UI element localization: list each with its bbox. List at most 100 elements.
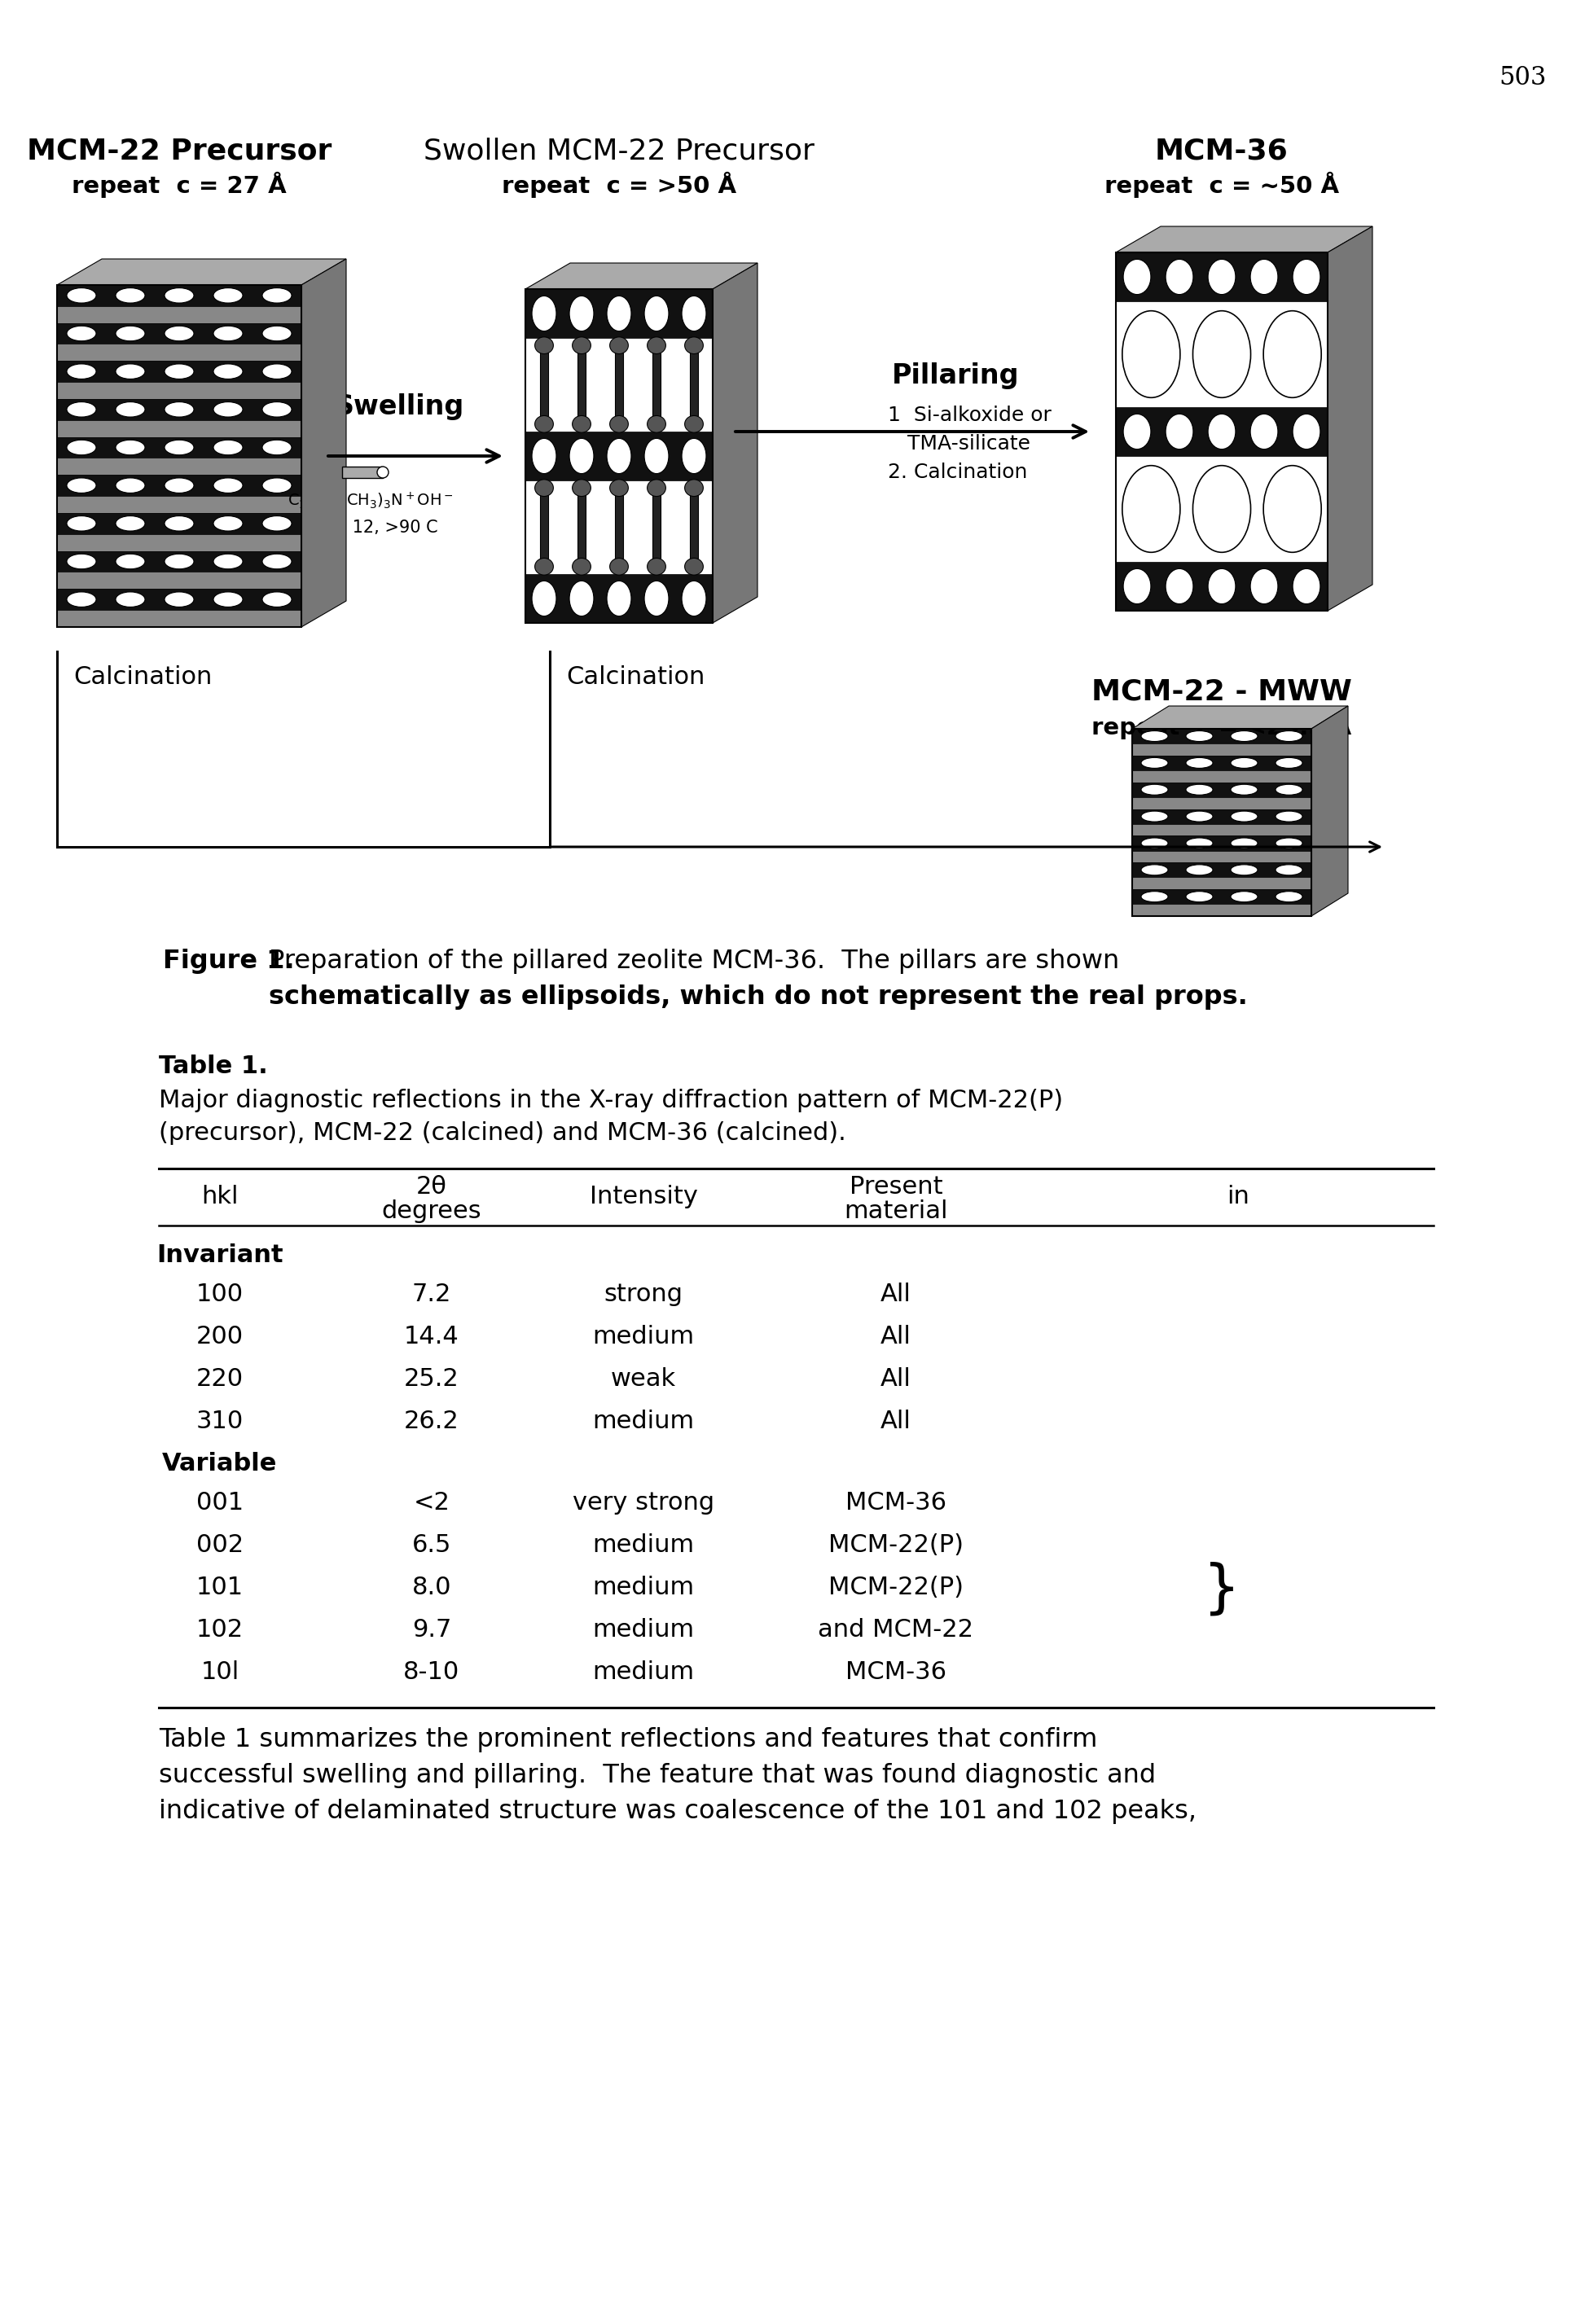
Ellipse shape bbox=[609, 479, 628, 497]
Polygon shape bbox=[1310, 706, 1347, 916]
Ellipse shape bbox=[1141, 758, 1167, 769]
Bar bbox=[57, 381, 301, 400]
Text: All: All bbox=[880, 1408, 910, 1434]
Ellipse shape bbox=[261, 593, 292, 607]
Bar bbox=[1132, 862, 1310, 876]
Text: Preparation of the pillared zeolite MCM-36.  The pillars are shown: Preparation of the pillared zeolite MCM-… bbox=[269, 948, 1119, 974]
Text: medium: medium bbox=[593, 1659, 693, 1683]
Bar bbox=[524, 432, 713, 481]
Ellipse shape bbox=[1186, 892, 1211, 902]
Ellipse shape bbox=[534, 416, 553, 432]
Ellipse shape bbox=[682, 295, 706, 330]
Ellipse shape bbox=[532, 295, 556, 330]
Ellipse shape bbox=[1122, 260, 1151, 295]
Text: strong: strong bbox=[604, 1283, 682, 1306]
Polygon shape bbox=[57, 258, 346, 286]
Text: Pillaring: Pillaring bbox=[891, 363, 1019, 390]
Bar bbox=[1116, 407, 1326, 456]
Bar bbox=[524, 288, 713, 337]
Ellipse shape bbox=[1141, 730, 1167, 741]
Bar bbox=[1132, 904, 1310, 916]
Bar bbox=[57, 286, 301, 627]
Ellipse shape bbox=[572, 337, 590, 353]
Ellipse shape bbox=[684, 558, 703, 574]
Ellipse shape bbox=[214, 325, 242, 342]
Ellipse shape bbox=[164, 402, 194, 416]
Ellipse shape bbox=[1122, 414, 1151, 449]
Bar bbox=[57, 572, 301, 588]
Polygon shape bbox=[713, 263, 757, 623]
Ellipse shape bbox=[1207, 260, 1235, 295]
Bar bbox=[57, 458, 301, 474]
Bar bbox=[577, 346, 585, 423]
Text: MCM-22(P): MCM-22(P) bbox=[827, 1534, 963, 1557]
Text: Calcination: Calcination bbox=[73, 665, 212, 690]
Ellipse shape bbox=[534, 337, 553, 353]
Bar bbox=[652, 488, 660, 567]
Text: 102: 102 bbox=[196, 1618, 244, 1641]
Ellipse shape bbox=[569, 581, 593, 616]
Ellipse shape bbox=[569, 295, 593, 330]
Bar bbox=[1132, 837, 1310, 851]
Ellipse shape bbox=[532, 439, 556, 474]
Ellipse shape bbox=[1275, 730, 1302, 741]
Bar bbox=[1132, 755, 1310, 769]
Ellipse shape bbox=[1165, 569, 1192, 604]
Ellipse shape bbox=[1186, 730, 1211, 741]
Ellipse shape bbox=[572, 558, 590, 574]
Ellipse shape bbox=[1231, 758, 1258, 769]
Bar bbox=[689, 488, 698, 567]
Text: Present: Present bbox=[850, 1174, 942, 1199]
Polygon shape bbox=[301, 258, 346, 627]
Ellipse shape bbox=[1141, 865, 1167, 876]
Text: Swollen MCM-22 Precursor: Swollen MCM-22 Precursor bbox=[424, 137, 815, 165]
Ellipse shape bbox=[261, 402, 292, 416]
Text: repeat  c = 27 Å: repeat c = 27 Å bbox=[72, 172, 287, 198]
Text: repeat  c = ~50 Å: repeat c = ~50 Å bbox=[1105, 172, 1339, 198]
Text: very strong: very strong bbox=[572, 1490, 714, 1515]
Ellipse shape bbox=[644, 295, 668, 330]
Ellipse shape bbox=[214, 479, 242, 493]
Polygon shape bbox=[1326, 225, 1372, 611]
Text: medium: medium bbox=[593, 1618, 693, 1641]
Ellipse shape bbox=[1275, 892, 1302, 902]
Text: medium: medium bbox=[593, 1534, 693, 1557]
Ellipse shape bbox=[67, 479, 96, 493]
Ellipse shape bbox=[116, 553, 145, 569]
Ellipse shape bbox=[1275, 786, 1302, 795]
Ellipse shape bbox=[1293, 569, 1320, 604]
Bar bbox=[57, 588, 301, 609]
Text: repeat  c = <25.5 Å: repeat c = <25.5 Å bbox=[1092, 713, 1352, 739]
Text: material: material bbox=[843, 1199, 947, 1222]
Ellipse shape bbox=[67, 516, 96, 530]
Text: repeat  c = >50 Å: repeat c = >50 Å bbox=[502, 172, 736, 198]
Text: 9.7: 9.7 bbox=[411, 1618, 451, 1641]
Ellipse shape bbox=[534, 558, 553, 574]
Text: 14.4: 14.4 bbox=[403, 1325, 459, 1348]
Ellipse shape bbox=[1231, 811, 1258, 823]
Bar bbox=[1132, 730, 1310, 916]
Bar bbox=[57, 551, 301, 572]
Ellipse shape bbox=[609, 558, 628, 574]
Ellipse shape bbox=[1207, 414, 1235, 449]
Bar bbox=[1132, 730, 1310, 744]
Ellipse shape bbox=[572, 479, 590, 497]
Ellipse shape bbox=[164, 365, 194, 379]
Text: 002: 002 bbox=[196, 1534, 244, 1557]
Bar bbox=[689, 346, 698, 423]
Ellipse shape bbox=[569, 439, 593, 474]
Text: schematically as ellipsoids, which do not represent the real props.: schematically as ellipsoids, which do no… bbox=[269, 983, 1247, 1009]
Ellipse shape bbox=[214, 553, 242, 569]
Ellipse shape bbox=[261, 288, 292, 302]
Bar bbox=[57, 474, 301, 495]
Text: Table 1.: Table 1. bbox=[159, 1055, 268, 1078]
Ellipse shape bbox=[1293, 414, 1320, 449]
Bar bbox=[1132, 809, 1310, 823]
Ellipse shape bbox=[609, 337, 628, 353]
Ellipse shape bbox=[532, 581, 556, 616]
Text: MCM-36: MCM-36 bbox=[845, 1490, 945, 1515]
Text: degrees: degrees bbox=[381, 1199, 481, 1222]
Ellipse shape bbox=[1141, 786, 1167, 795]
Text: 220: 220 bbox=[196, 1367, 244, 1390]
Ellipse shape bbox=[376, 467, 389, 479]
